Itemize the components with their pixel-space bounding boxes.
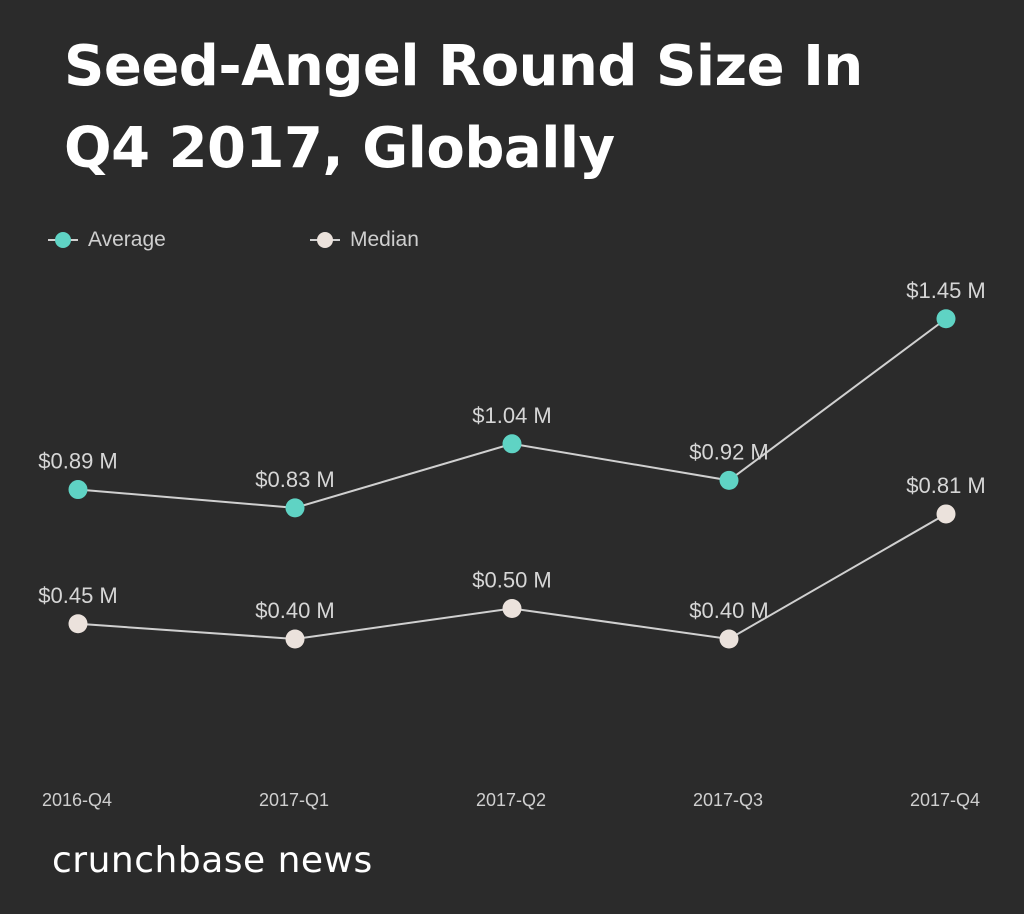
- data-point-median-2017-Q4: [936, 504, 956, 524]
- chart-title: Seed-Angel Round Size In Q4 2017, Global…: [64, 34, 863, 181]
- data-label-median-2017-Q3: $0.40 M: [689, 598, 769, 623]
- legend-label-average: Average: [88, 228, 166, 251]
- data-label-average-2016-Q4: $0.89 M: [38, 449, 118, 474]
- x-tick-label-2017-Q3: 2017-Q3: [693, 790, 763, 810]
- legend-label-median: Median: [350, 228, 419, 251]
- legend-item-average[interactable]: Average: [48, 226, 166, 254]
- data-label-average-2017-Q1: $0.83 M: [255, 467, 335, 492]
- data-label-median-2017-Q2: $0.50 M: [472, 568, 552, 593]
- legend-marker-median: [310, 232, 340, 248]
- x-tick-label-2017-Q4: 2017-Q4: [910, 790, 980, 810]
- data-point-median-2017-Q3: [719, 629, 739, 649]
- x-tick-label-2017-Q2: 2017-Q2: [476, 790, 546, 810]
- legend-item-median[interactable]: Median: [310, 226, 419, 254]
- data-point-median-2017-Q2: [502, 599, 522, 618]
- legend-marker-average: [48, 232, 78, 248]
- data-point-average-2017-Q4: [936, 309, 956, 329]
- x-tick-label-2017-Q1: 2017-Q1: [259, 790, 329, 810]
- data-label-average-2017-Q2: $1.04 M: [472, 403, 552, 428]
- data-label-median-2016-Q4: $0.45 M: [38, 583, 118, 608]
- data-point-median-2016-Q4: [68, 614, 88, 634]
- data-point-average-2017-Q1: [285, 498, 305, 518]
- data-label-median-2017-Q1: $0.40 M: [255, 598, 335, 623]
- x-tick-label-2016-Q4: 2016-Q4: [42, 790, 112, 810]
- legend: Average Median: [48, 226, 648, 254]
- data-point-average-2017-Q3: [719, 470, 739, 490]
- data-point-average-2017-Q2: [502, 434, 522, 454]
- brand-logo-text: crunchbase news: [52, 840, 373, 881]
- data-point-median-2017-Q1: [285, 629, 305, 649]
- data-point-average-2016-Q4: [68, 480, 88, 500]
- data-label-median-2017-Q4: $0.81 M: [906, 473, 986, 498]
- data-label-average-2017-Q3: $0.92 M: [689, 439, 769, 464]
- data-label-average-2017-Q4: $1.45 M: [906, 278, 986, 303]
